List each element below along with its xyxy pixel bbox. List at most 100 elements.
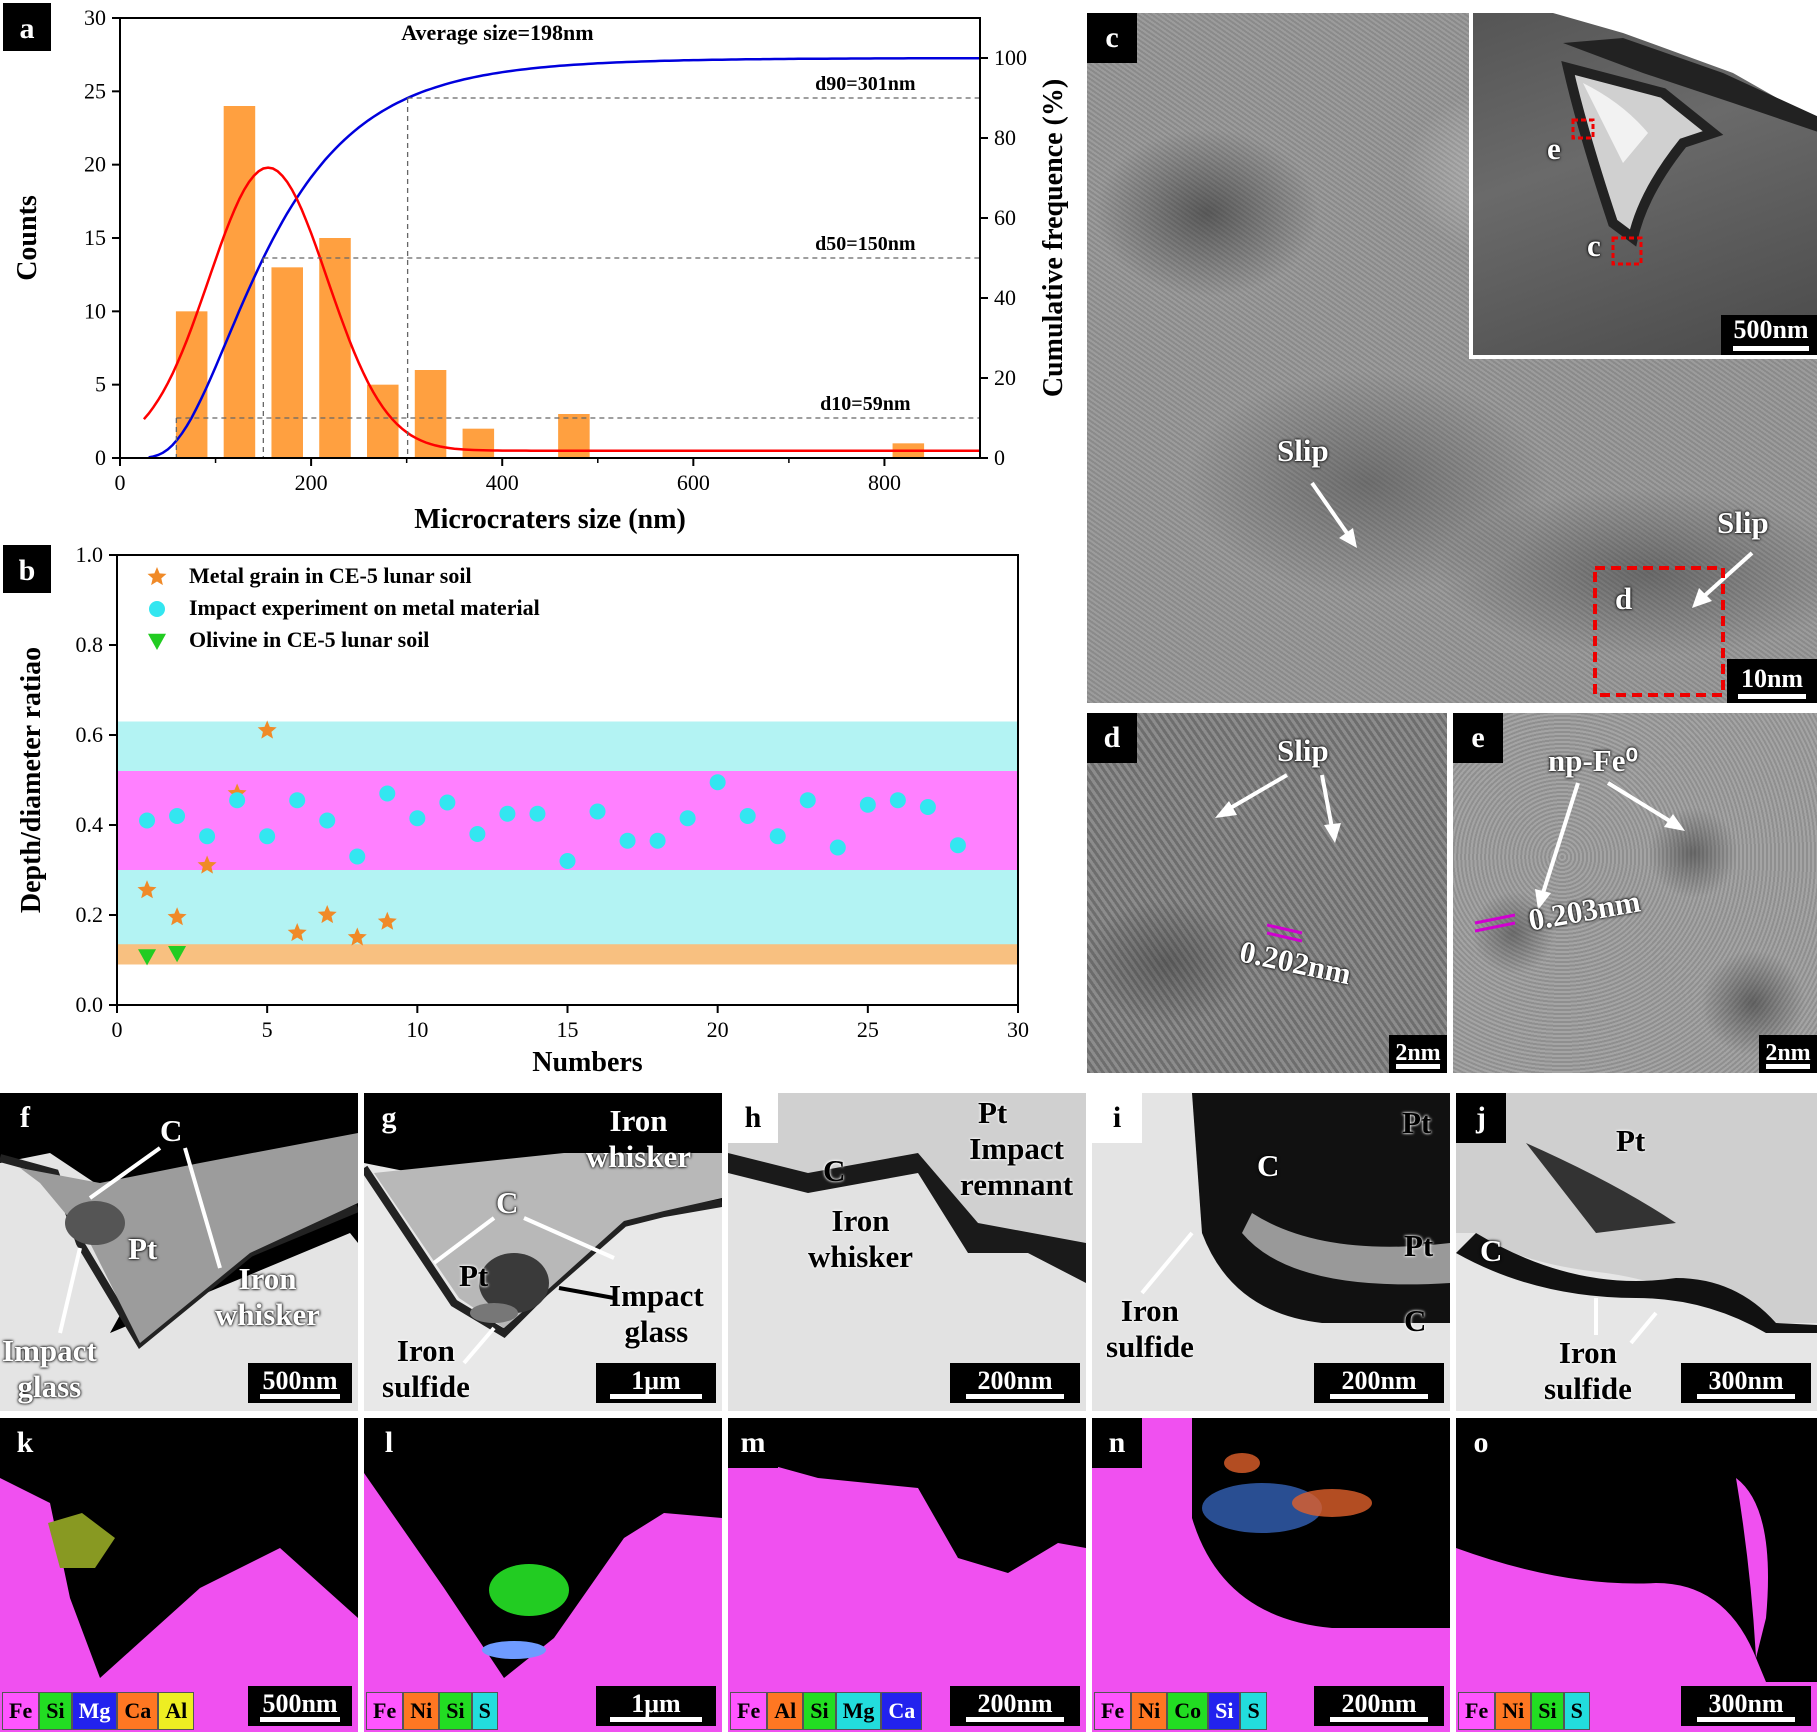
eds-overlay [1456,1478,1817,1732]
star-marker [377,911,397,930]
circle-marker [349,848,366,865]
eds-overlay [364,1473,722,1732]
scale-bar: 500nm [248,1363,352,1403]
scatter-chart: b Metal grain in CE-5 lunar soil Impact ex… [3,545,1029,1078]
element-legend: Fe Ni Co Si S [1094,1692,1267,1730]
quantile-label: d50=150nm [815,233,916,255]
circle-marker [529,805,546,822]
legend-si: Si [803,1692,836,1730]
circle-marker [199,828,216,845]
arrow-overlay [58,1146,222,1334]
scale-bar: 200nm [1314,1686,1444,1726]
circle-marker [559,853,576,869]
impact-glass-label: Impact glass [2,1333,97,1404]
slip-label: Slip [1277,733,1329,768]
legend-al: Al [767,1692,804,1730]
chart-title: Average size=198nm [401,20,593,45]
circle-marker [259,828,276,845]
circle-marker [169,808,186,824]
arrow-overlay [1310,481,1754,697]
x-tick-label: 20 [707,1017,729,1042]
x-tick-label: 30 [1007,1017,1029,1042]
carbon-label: C [1480,1233,1503,1268]
tem-image-f: f C Pt Iron whisker Impact glass 500nm [0,1093,358,1411]
carbon-label: C [160,1113,183,1148]
legend-s: S [1563,1692,1590,1730]
circle-marker [919,799,936,815]
panel-label-c: c [1087,13,1137,63]
legend-fe: Fe [1094,1692,1132,1730]
scale-bar: 10nm [1727,659,1817,703]
triangle-marker [148,633,166,650]
x-tick-label: 400 [486,470,519,495]
legend-si: Si [439,1692,472,1730]
y-axis-label: Counts [12,195,43,281]
legend-ni: Ni [403,1692,440,1730]
y-tick-label: 25 [84,78,106,103]
circle-marker [889,792,906,809]
circle-marker [229,792,246,809]
eds-map-o: o Fe Ni Si S 300nm [1456,1418,1817,1732]
circle-marker [739,808,756,824]
cross-section [728,1093,1086,1411]
arrow-overlay [1140,1231,1194,1295]
circle-marker [139,812,156,829]
eds-map-n: n Fe Ni Co Si S 200nm [1092,1418,1450,1732]
panel-label-l: l [364,1418,414,1468]
star-marker [167,907,187,926]
circle-marker [799,792,816,809]
eds-map-k: k Fe Si Mg Ca Al 500nm [0,1418,358,1732]
panel-label-d: d [1087,713,1137,763]
star-marker [257,720,277,739]
circle-marker [619,832,636,849]
y-tick-label: 10 [84,298,106,323]
y-tick-label: 20 [84,152,106,177]
cumulative-curve [148,56,980,459]
element-legend: Fe Ni Si S [366,1692,498,1730]
iron-whisker-label: Iron whisker [215,1261,321,1332]
histogram-bar [319,238,351,458]
x-tick-label: 25 [857,1017,879,1042]
circle-marker [679,810,696,827]
circle-marker [769,828,786,845]
arrow-overlay [1594,1298,1658,1345]
legend-co: Co [1167,1692,1209,1730]
x-tick-label: 0 [115,470,126,495]
circle-marker [409,810,426,827]
legend-fe: Fe [730,1692,768,1730]
carbon-label: C [1404,1303,1427,1338]
slip-label: Slip [1277,433,1329,468]
y-tick-label: 30 [84,5,106,30]
y2-axis-label: Cumulative frequence (%) [1038,79,1069,397]
iron-whisker-label: Iron whisker [586,1103,692,1174]
scale-bar: 500nm [248,1686,352,1726]
y-tick-label: 5 [95,372,106,397]
panel-label-f: f [0,1093,50,1143]
legend-si: Si [39,1692,72,1730]
y-tick-label: 0.6 [76,722,104,747]
star-marker [317,905,337,924]
arrow-overlay [1474,781,1685,933]
quantile-label: d90=301nm [815,73,916,95]
y2-tick-label: 40 [994,285,1016,310]
pt-label: Pt [978,1095,1008,1130]
scale-bar: 200nm [950,1686,1080,1726]
panel-label-b-box [3,545,51,593]
star-marker [347,927,367,946]
y-tick-label: 15 [84,225,106,250]
circle-marker [709,774,726,791]
legend-ca: Ca [881,1692,923,1730]
y-tick-label: 0.0 [76,992,104,1017]
legend-entry: Impact experiment on metal material [189,595,540,620]
iron-sulfide-label: Iron sulfide [1544,1335,1632,1406]
element-legend: Fe Si Mg Ca Al [2,1692,195,1730]
pt-label: Pt [128,1231,158,1266]
legend-s: S [471,1692,498,1730]
shaded-band [117,944,1018,965]
panel-label-b: b [19,554,36,587]
legend-ni: Ni [1131,1692,1168,1730]
panel-label-m: m [728,1418,778,1468]
scale-bar: 300nm [1681,1686,1811,1726]
panel-label-g: g [364,1093,414,1143]
quantile-label: d10=59nm [820,393,911,415]
